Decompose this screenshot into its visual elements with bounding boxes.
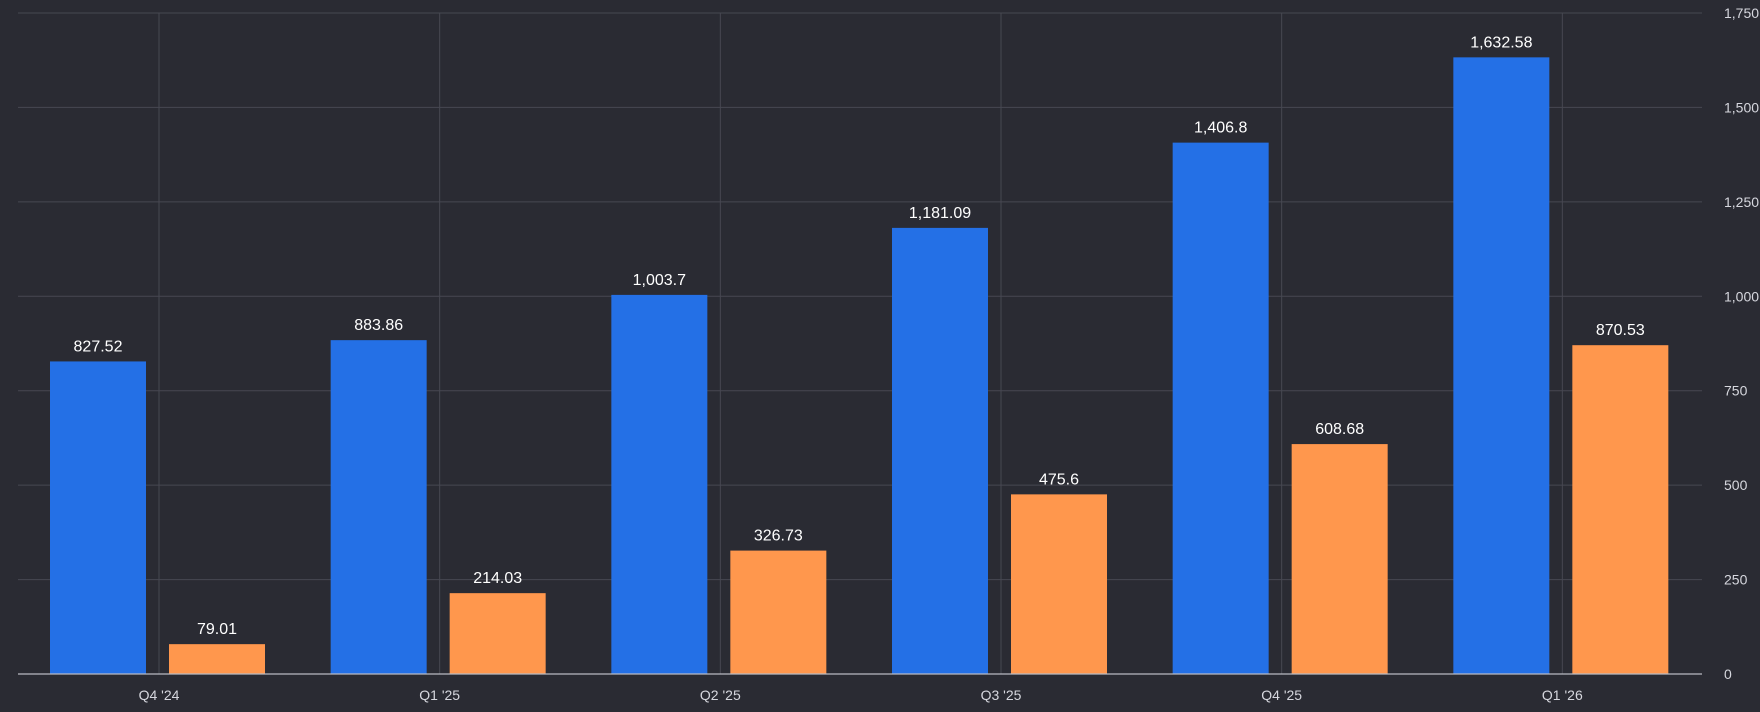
y-tick-label: 0 — [1724, 666, 1732, 682]
data-label: 214.03 — [473, 570, 522, 587]
data-label: 1,632.58 — [1470, 34, 1532, 51]
bar-series-2[interactable] — [1291, 444, 1388, 674]
data-label: 1,003.7 — [633, 272, 686, 289]
y-tick-label: 250 — [1724, 572, 1748, 588]
data-label: 475.6 — [1039, 471, 1079, 488]
y-tick-label: 1,750 — [1724, 5, 1759, 21]
x-tick-label: Q3 '25 — [981, 687, 1022, 703]
bar-series-2[interactable] — [449, 593, 546, 674]
data-label: 1,181.09 — [909, 205, 971, 222]
y-tick-label: 750 — [1724, 383, 1748, 399]
y-tick-label: 1,500 — [1724, 99, 1759, 115]
bar-series-2[interactable] — [730, 550, 827, 674]
data-label: 79.01 — [197, 621, 237, 638]
bar-series-1[interactable] — [330, 340, 427, 674]
data-label: 870.53 — [1596, 322, 1645, 339]
data-label: 827.52 — [74, 338, 123, 355]
y-tick-label: 1,250 — [1724, 194, 1759, 210]
bar-series-1[interactable] — [1453, 57, 1550, 675]
bar-series-1[interactable] — [1172, 142, 1269, 675]
x-tick-label: Q1 '26 — [1542, 687, 1583, 703]
x-tick-label: Q2 '25 — [700, 687, 741, 703]
y-tick-label: 1,000 — [1724, 288, 1759, 304]
x-tick-label: Q1 '25 — [419, 687, 460, 703]
bar-series-2[interactable] — [169, 644, 265, 674]
bar-series-1[interactable] — [892, 227, 988, 674]
bar-series-1[interactable] — [50, 361, 146, 674]
bar-series-2[interactable] — [1011, 494, 1107, 674]
bar-series-2[interactable] — [1572, 345, 1669, 674]
x-tick-label: Q4 '25 — [1261, 687, 1302, 703]
data-label: 1,406.8 — [1194, 120, 1247, 137]
data-label: 883.86 — [354, 317, 403, 334]
data-label: 326.73 — [754, 528, 803, 545]
x-tick-label: Q4 '24 — [139, 687, 180, 703]
bar-series-1[interactable] — [611, 294, 708, 674]
y-tick-label: 500 — [1724, 477, 1748, 493]
data-label: 608.68 — [1315, 421, 1364, 438]
